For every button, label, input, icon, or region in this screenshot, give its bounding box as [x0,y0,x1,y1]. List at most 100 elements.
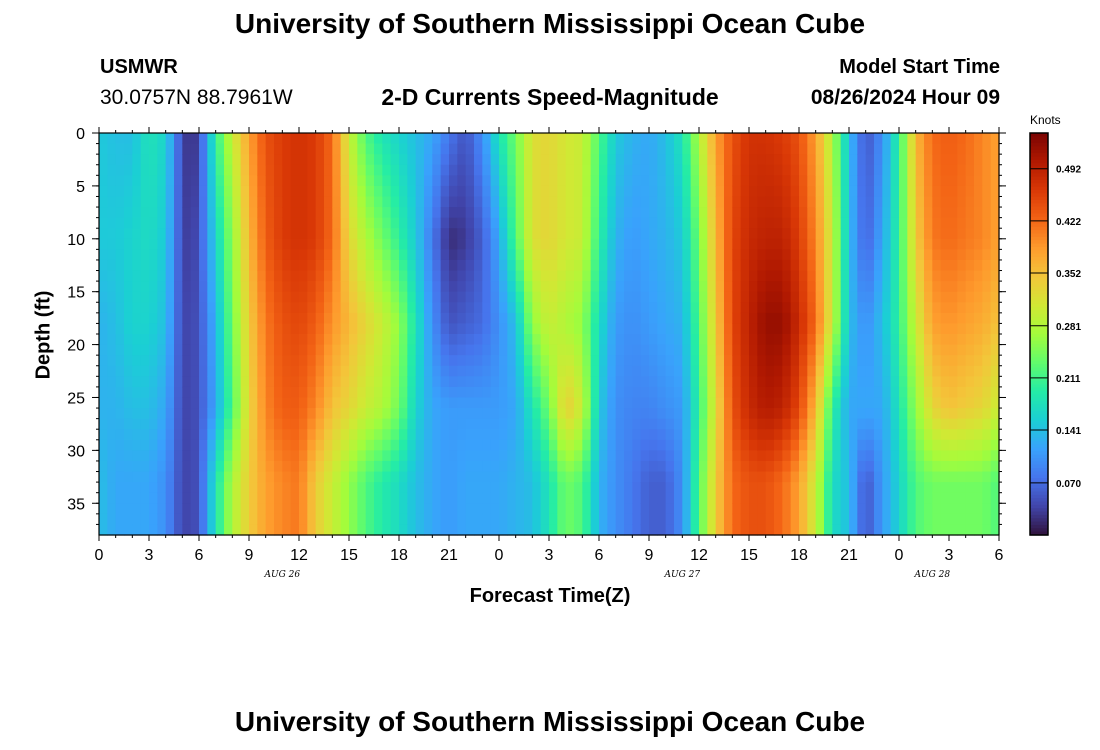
heatmap-cell [757,143,767,155]
heatmap-cell [249,217,258,229]
heatmap-cell [557,482,567,494]
heatmap-cell [99,143,108,155]
heatmap-cell [890,217,900,229]
heatmap-cell [515,228,525,240]
heatmap-cell [674,217,683,229]
heatmap-cell [457,185,467,198]
heatmap-cell [440,143,450,155]
heatmap-cell [699,439,708,451]
heatmap-cell [824,281,833,293]
heatmap-cell [99,503,108,515]
heatmap-cell [390,450,400,462]
heatmap-cell [115,228,125,240]
heatmap-cell [190,196,200,208]
heatmap-cell [140,143,150,155]
heatmap-cell [249,429,258,441]
heatmap-cell [890,154,900,166]
heatmap-cell [532,302,542,314]
heatmap-cell [565,429,575,441]
heatmap-cell [807,207,817,219]
heatmap-cell [99,281,108,293]
heatmap-cell [440,270,450,282]
heatmap-cell [440,408,450,420]
heatmap-cell [699,471,708,483]
heatmap-cell [807,408,817,420]
heatmap-cell [474,291,483,303]
heatmap-cell [357,482,367,494]
heatmap-cell [415,196,425,208]
heatmap-cell [282,238,292,250]
heatmap-cell [115,524,125,536]
heatmap-cell [690,365,700,377]
heatmap-cell [990,471,1000,483]
heatmap-cell [240,439,250,451]
heatmap-cell [932,143,942,155]
heatmap-cell [649,386,658,399]
heatmap-cell [249,302,258,314]
heatmap-cell [107,334,117,346]
heatmap-cell [565,450,575,462]
heatmap-cell [724,524,733,536]
heatmap-cell [240,133,250,145]
heatmap-cell [865,270,875,282]
heatmap-cell [457,207,467,219]
heatmap-cell [949,386,958,399]
heatmap-cell [232,471,242,483]
colorbar-segment [1030,350,1048,355]
heatmap-cell [882,302,892,314]
colorbar-segment [1030,317,1048,322]
heatmap-cell [615,355,625,367]
heatmap-cell [182,249,192,261]
heatmap-cell [365,312,375,325]
heatmap-cell [924,323,933,335]
colorbar-segment [1030,290,1048,295]
heatmap-cell [765,175,775,187]
heatmap-cell [799,471,808,483]
heatmap-cell [232,524,242,536]
heatmap-cell [182,460,192,473]
heatmap-cell [874,408,883,420]
heatmap-cell [357,323,367,335]
heatmap-cell [265,482,275,494]
heatmap-cell [265,323,275,335]
heatmap-cell [265,503,275,515]
heatmap-cell [482,439,492,451]
heatmap-cell [915,482,925,494]
heatmap-cell [207,524,217,536]
heatmap-cell [874,281,883,293]
heatmap-cell [724,164,733,176]
heatmap-cell [357,133,367,145]
heatmap-cell [974,302,983,314]
heatmap-cell [574,133,583,145]
heatmap-cell [865,133,875,145]
heatmap-cell [240,482,250,494]
heatmap-cell [732,450,742,462]
heatmap-cell [824,133,833,145]
heatmap-cell [690,281,700,293]
heatmap-cell [224,439,233,451]
heatmap-cell [549,418,558,430]
heatmap-cell [615,503,625,515]
heatmap-cell [707,133,717,145]
heatmap-cell [340,185,350,198]
heatmap-cell [774,249,783,261]
heatmap-cell [590,207,600,219]
heatmap-cell [490,143,500,155]
heatmap-cell [674,302,683,314]
heatmap-cell [599,471,608,483]
chart-subtitle: 2-D Currents Speed-Magnitude [381,84,719,110]
heatmap-cell [240,471,250,483]
heatmap-cell [649,185,658,198]
heatmap-cell [215,460,225,473]
heatmap-cell [440,524,450,536]
heatmap-cell [107,460,117,473]
heatmap-cell [807,524,817,536]
heatmap-cell [515,323,525,335]
heatmap-cell [340,418,350,430]
heatmap-cell [549,439,558,451]
heatmap-cell [682,249,692,261]
heatmap-cell [107,291,117,303]
heatmap-cell [207,259,217,272]
heatmap-cell [932,185,942,198]
heatmap-cell [140,408,150,420]
